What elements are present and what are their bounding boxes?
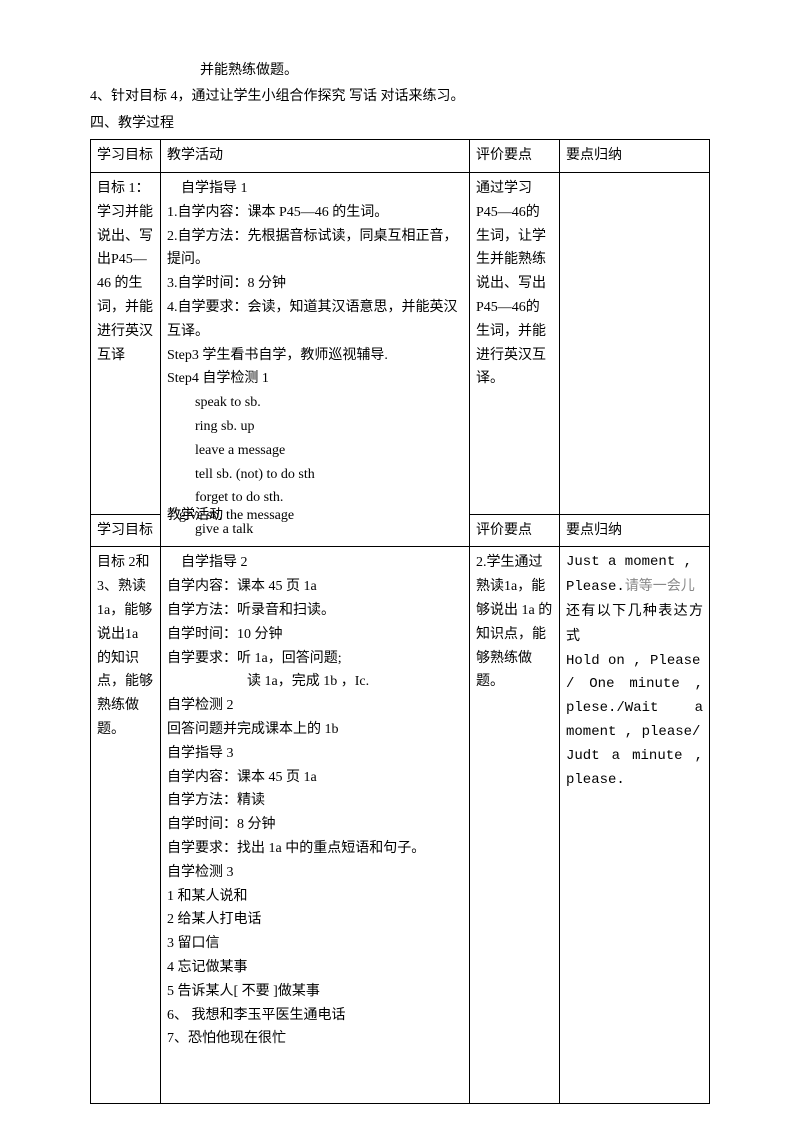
activity2-b4: 自学要求：找出 1a 中的重点短语和句子。 — [167, 837, 463, 861]
activity-a1: 1.自学内容：课本 P45—46 的生词。 — [167, 201, 463, 225]
row3-activity: 自学指导 2 自学内容：课本 45 页 1a 自学方法：听录音和扫读。 自学时间… — [161, 547, 470, 1103]
activity2-title2: 自学指导 3 — [167, 742, 463, 766]
header2-activity: 教学活动give sb. the message give a talk — [161, 514, 470, 547]
activity-title: 自学指导 1 — [167, 177, 463, 201]
row1-summary — [560, 172, 710, 514]
activity-a2: 2.自学方法：先根据音标试读，同桌互相正音，提问。 — [167, 225, 463, 273]
activity2-a4b: 读 1a，完成 1b ，Ic. — [167, 670, 463, 694]
activity2-b5: 自学检测 3 — [167, 861, 463, 885]
activity2-c2: 2 给某人打电话 — [167, 908, 463, 932]
header2-goal: 学习目标 — [91, 514, 161, 547]
activity2-a2: 自学方法：听录音和扫读。 — [167, 599, 463, 623]
activity2-c7: 7、恐怕他现在很忙 — [167, 1027, 463, 1051]
activity2-b3: 自学时间：8 分钟 — [167, 813, 463, 837]
pre-line-3: 四、教学过程 — [90, 113, 710, 135]
activity2-b1: 自学内容：课本 45 页 1a — [167, 766, 463, 790]
activity-e4: tell sb. (not) to do sth — [167, 463, 463, 487]
summary-s1b: Please. — [566, 579, 625, 595]
activity2-c5: 5 告诉某人[ 不要 ]做某事 — [167, 980, 463, 1004]
activity2-c6: 6、 我想和李玉平医生通电话 — [167, 1004, 463, 1028]
row1-activity: 自学指导 1 1.自学内容：课本 P45—46 的生词。 2.自学方法：先根据音… — [161, 172, 470, 514]
row3-goal: 目标 2和 3、熟读1a，能够说出1a 的知识点，能够熟练做题。 — [91, 547, 161, 1103]
activity-a4: 4.自学要求：会读，知道其汉语意思，并能英汉互译。 — [167, 296, 463, 344]
header-eval: 评价要点 — [470, 140, 560, 173]
header2-eval: 评价要点 — [470, 514, 560, 547]
activity2-a6: 回答问题并完成课本上的 1b — [167, 718, 463, 742]
summary-s5: Judt a minute , please. — [566, 748, 703, 788]
pre-line-1: 并能熟练做题。 — [90, 60, 710, 82]
header-goal: 学习目标 — [91, 140, 161, 173]
activity2-a5: 自学检测 2 — [167, 694, 463, 718]
table-header-row-2: 学习目标 教学活动give sb. the message give a tal… — [91, 514, 710, 547]
summary-s4: / One minute , plese./Wait a moment , pl… — [566, 676, 703, 740]
row3-summary: Just a moment , Please.请等一会儿 还有以下几种表达方式 … — [560, 547, 710, 1103]
summary-s1a: Just a moment , — [566, 554, 692, 570]
summary-s1c: 请等一会儿 — [625, 579, 695, 594]
header2-summary: 要点归纳 — [560, 514, 710, 547]
row1-goal: 目标 1： 学习并能说出、写出P45—46 的生词，并能进行英汉互译 — [91, 172, 161, 514]
overlap-text: 教学活动give sb. the message — [167, 504, 294, 528]
header-summary: 要点归纳 — [560, 140, 710, 173]
activity-e2: ring sb. up — [167, 415, 463, 439]
activity-e1: speak to sb. — [167, 391, 463, 415]
activity2-c3: 3 留口信 — [167, 932, 463, 956]
activity2-a1: 自学内容：课本 45 页 1a — [167, 575, 463, 599]
activity-e3: leave a message — [167, 439, 463, 463]
summary-s3: Hold on , Please — [566, 653, 700, 669]
activity2-c1: 1 和某人说和 — [167, 885, 463, 909]
activity2-c4: 4 忘记做某事 — [167, 956, 463, 980]
activity2-a4: 自学要求：听 1a，回答问题; — [167, 647, 463, 671]
table-row-3: 目标 2和 3、熟读1a，能够说出1a 的知识点，能够熟练做题。 自学指导 2 … — [91, 547, 710, 1103]
activity2-title: 自学指导 2 — [167, 551, 463, 575]
lesson-table: 学习目标 教学活动 评价要点 要点归纳 目标 1： 学习并能说出、写出P45—4… — [90, 139, 710, 1104]
row3-eval: 2.学生通过熟读1a，能够说出 1a 的知识点，能够熟练做题。 — [470, 547, 560, 1103]
activity2-b2: 自学方法：精读 — [167, 789, 463, 813]
header-activity: 教学活动 — [161, 140, 470, 173]
activity-a6: Step4 自学检测 1 — [167, 367, 463, 391]
row1-eval: 通过学习 P45—46的生词，让学生并能熟练说出、写出 P45—46的生词，并能… — [470, 172, 560, 514]
activity2-a3: 自学时间：10 分钟 — [167, 623, 463, 647]
pre-line-2: 4、针对目标 4，通过让学生小组合作探究 写话 对话来练习。 — [90, 86, 710, 108]
table-row-1: 目标 1： 学习并能说出、写出P45—46 的生词，并能进行英汉互译 自学指导 … — [91, 172, 710, 514]
activity-a5: Step3 学生看书自学，教师巡视辅导. — [167, 344, 463, 368]
summary-s2: 还有以下几种表达方式 — [566, 604, 703, 644]
table-header-row-1: 学习目标 教学活动 评价要点 要点归纳 — [91, 140, 710, 173]
activity-a3: 3.自学时间：8 分钟 — [167, 272, 463, 296]
